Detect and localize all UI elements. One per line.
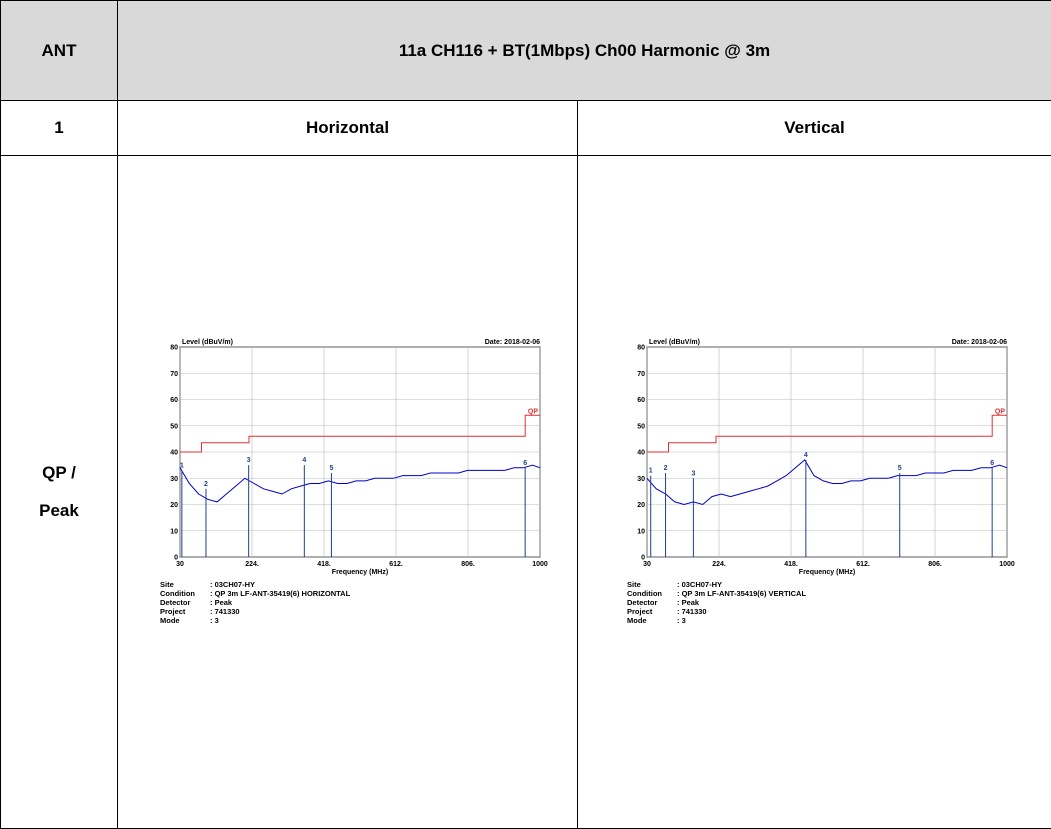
x-tick-label: 806.	[461, 561, 475, 568]
info-value: : Peak	[210, 598, 233, 607]
info-label: Project	[160, 607, 186, 616]
info-label: Condition	[627, 589, 662, 598]
y-tick-label: 40	[637, 449, 645, 456]
info-value: : QP 3m LF-ANT-35419(6) VERTICAL	[677, 589, 806, 598]
marker-label: 2	[204, 480, 208, 487]
chart-cell: 0 10 20 30 40 50 60 70 80 30 224. 418. 612. 806. 1000 L…	[117, 155, 578, 829]
y-tick-label: 80	[637, 344, 645, 351]
info-value: : 3	[210, 616, 219, 625]
marker-label: 6	[523, 459, 527, 466]
detector: QP /	[42, 463, 76, 482]
x-tick-label: 612.	[389, 561, 403, 568]
x-tick-label: 30	[176, 561, 184, 568]
limit-line	[646, 414, 1007, 452]
x-tick-label: 224.	[712, 561, 726, 568]
x-tick-label: 418.	[317, 561, 331, 568]
test-title: 11a CH116 + BT(1Mbps) Ch00 Harmonic @ 3m	[117, 0, 1051, 101]
x-axis-label: Frequency (MHz)	[798, 569, 854, 576]
info-label: Mode	[160, 616, 180, 625]
y-axis-label: Level (dBuV/m)	[649, 339, 700, 346]
y-tick-label: 10	[637, 528, 645, 535]
info-value: : 741330	[677, 607, 707, 616]
trace	[646, 458, 1007, 505]
marker-label: 5	[329, 465, 333, 472]
y-tick-label: 80	[170, 344, 178, 351]
detector: Peak	[39, 501, 79, 520]
info-label: Mode	[627, 616, 647, 625]
date: Date: 2018-02-06	[484, 339, 539, 346]
y-tick-label: 50	[637, 423, 645, 430]
x-tick-label: 224.	[245, 561, 259, 568]
marker-label: 1	[179, 462, 183, 469]
marker-label: 3	[691, 470, 695, 477]
x-tick-label: 1000	[532, 561, 548, 568]
x-tick-label: 30	[643, 561, 651, 568]
info-label: Condition	[160, 589, 195, 598]
row: QP / Peak 0 10 20 30 40 50 60 70 80 30 224. 418. 612.…	[0, 155, 1051, 829]
info-value: : QP 3m LF-ANT-35419(6) HORIZONTAL	[210, 589, 351, 598]
ant-number: 1	[0, 100, 118, 156]
y-tick-label: 10	[170, 528, 178, 535]
info-value: : 03CH07-HY	[677, 580, 722, 589]
limit-line	[179, 414, 540, 452]
info-label: Project	[627, 607, 653, 616]
polarization: Vertical	[577, 100, 1051, 156]
y-tick-label: 70	[637, 370, 645, 377]
y-tick-label: 60	[170, 397, 178, 404]
y-tick-label: 70	[170, 370, 178, 377]
y-tick-label: 30	[170, 475, 178, 482]
limit-label: QP	[527, 408, 537, 415]
limit-label: QP	[994, 408, 1004, 415]
info-label: Site	[160, 580, 174, 589]
info-value: : Peak	[677, 598, 700, 607]
y-tick-label: 40	[170, 449, 178, 456]
info-label: Detector	[160, 598, 191, 607]
marker-label: 3	[246, 457, 250, 464]
x-axis-label: Frequency (MHz)	[331, 569, 387, 576]
info-value: : 3	[677, 616, 686, 625]
chart: 0 10 20 30 40 50 60 70 80 30 224. 418. 612. 806. 1000 L…	[627, 339, 1015, 625]
y-tick-label: 50	[170, 423, 178, 430]
marker-label: 4	[302, 457, 306, 464]
detector-cell: QP / Peak	[0, 155, 118, 829]
info-value: : 03CH07-HY	[210, 580, 255, 589]
marker-label: 2	[663, 465, 667, 472]
chart: 0 10 20 30 40 50 60 70 80 30 224. 418. 612. 806. 1000 L…	[160, 339, 548, 625]
marker-label: 4	[803, 451, 807, 458]
trace	[179, 464, 540, 502]
y-tick-label: 20	[170, 502, 178, 509]
y-tick-label: 30	[637, 475, 645, 482]
x-tick-label: 612.	[856, 561, 870, 568]
y-tick-label: 0	[641, 554, 645, 561]
x-tick-label: 806.	[928, 561, 942, 568]
y-tick-label: 60	[637, 397, 645, 404]
info-label: Detector	[627, 598, 658, 607]
y-axis-label: Level (dBuV/m)	[182, 339, 233, 346]
marker-label: 5	[897, 465, 901, 472]
marker-label: 1	[648, 467, 652, 474]
info-label: Site	[627, 580, 641, 589]
y-tick-label: 20	[637, 502, 645, 509]
x-tick-label: 418.	[784, 561, 798, 568]
x-tick-label: 1000	[999, 561, 1015, 568]
polarization: Horizontal	[117, 100, 578, 156]
marker-label: 6	[990, 459, 994, 466]
header-row: ANT 11a CH116 + BT(1Mbps) Ch00 Harmonic …	[0, 0, 1051, 101]
y-tick-label: 0	[174, 554, 178, 561]
ant-header: ANT	[0, 0, 118, 101]
date: Date: 2018-02-06	[951, 339, 1006, 346]
info-value: : 741330	[210, 607, 240, 616]
chart-cell: 0 10 20 30 40 50 60 70 80 30 224. 418. 612. 806. 1000 L…	[577, 155, 1051, 829]
row: 1 Horizontal Vertical	[0, 100, 1051, 156]
